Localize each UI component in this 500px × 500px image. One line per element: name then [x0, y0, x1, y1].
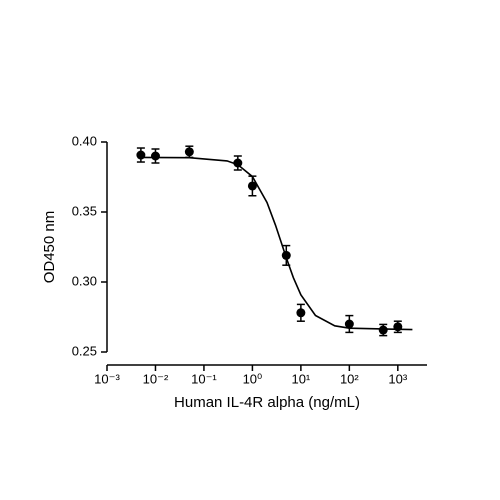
x-tick-label: 10¹	[291, 371, 310, 386]
y-tick-label: 0.35	[72, 203, 97, 218]
fit-curve	[140, 156, 413, 331]
data-point	[296, 308, 306, 318]
data-point	[247, 181, 257, 191]
data-point	[136, 150, 146, 160]
x-tick-label: 10⁻²	[143, 371, 169, 386]
data-point	[281, 250, 291, 260]
y-axis-title: OD450 nm	[41, 211, 58, 284]
y-tick-label: 0.25	[72, 343, 97, 358]
data-point	[233, 158, 243, 168]
x-tick-label: 10⁰	[243, 371, 263, 386]
data-point	[344, 319, 354, 329]
data-point	[150, 151, 160, 161]
x-axis-title: Human IL-4R alpha (ng/mL)	[174, 394, 360, 411]
y-tick-label: 0.40	[72, 133, 97, 148]
data-point	[184, 147, 194, 157]
x-tick-label: 10⁻¹	[191, 371, 217, 386]
data-point	[393, 322, 403, 332]
x-tick-label: 10²	[340, 371, 359, 386]
y-tick-label: 0.30	[72, 273, 97, 288]
x-tick-label: 10⁻³	[94, 371, 120, 386]
x-tick-label: 10³	[388, 371, 407, 386]
data-point	[378, 325, 388, 335]
